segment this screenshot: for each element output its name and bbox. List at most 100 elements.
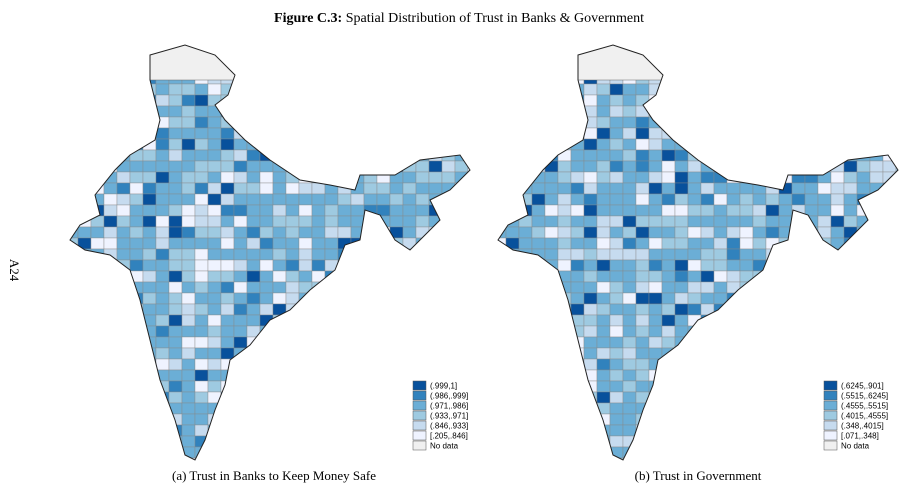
district bbox=[298, 182, 313, 195]
district bbox=[505, 347, 520, 360]
district bbox=[596, 358, 611, 371]
district bbox=[544, 182, 559, 195]
district bbox=[531, 314, 546, 327]
district bbox=[246, 281, 261, 294]
district bbox=[70, 193, 79, 206]
district bbox=[402, 138, 417, 151]
district bbox=[272, 105, 287, 118]
district bbox=[596, 237, 611, 250]
district bbox=[895, 336, 898, 349]
district bbox=[324, 215, 339, 228]
district bbox=[285, 314, 300, 327]
district bbox=[116, 314, 131, 327]
district bbox=[531, 149, 546, 162]
district bbox=[259, 127, 274, 140]
district bbox=[116, 237, 131, 250]
district bbox=[817, 160, 832, 173]
legend-label: [.205,.846] bbox=[430, 432, 468, 441]
district bbox=[544, 237, 559, 250]
district bbox=[298, 325, 313, 338]
district bbox=[142, 226, 157, 239]
district bbox=[544, 391, 559, 404]
district bbox=[505, 72, 520, 85]
district bbox=[596, 105, 611, 118]
district bbox=[324, 413, 339, 426]
district bbox=[518, 369, 533, 382]
district bbox=[142, 83, 157, 96]
district bbox=[674, 61, 689, 74]
district bbox=[869, 446, 884, 459]
district bbox=[467, 138, 470, 151]
district bbox=[389, 193, 404, 206]
district bbox=[454, 116, 469, 129]
district bbox=[376, 270, 391, 283]
district bbox=[739, 237, 754, 250]
district bbox=[545, 469, 558, 480]
district bbox=[765, 457, 780, 460]
district bbox=[622, 347, 637, 360]
district bbox=[324, 204, 339, 217]
district bbox=[661, 149, 676, 162]
district bbox=[337, 413, 352, 426]
district bbox=[557, 457, 572, 460]
district bbox=[791, 149, 806, 162]
district bbox=[778, 314, 793, 327]
district bbox=[246, 171, 261, 184]
district bbox=[415, 204, 430, 217]
district bbox=[233, 303, 248, 316]
district bbox=[635, 160, 650, 173]
district bbox=[531, 281, 546, 294]
district bbox=[765, 270, 780, 283]
district bbox=[817, 215, 832, 228]
district bbox=[259, 215, 274, 228]
district bbox=[505, 138, 520, 151]
district bbox=[661, 171, 676, 184]
district bbox=[468, 469, 481, 480]
district bbox=[168, 270, 183, 283]
district bbox=[77, 149, 92, 162]
district bbox=[402, 369, 417, 382]
district bbox=[518, 314, 533, 327]
district bbox=[272, 149, 287, 162]
district bbox=[350, 83, 365, 96]
district bbox=[285, 424, 300, 437]
district bbox=[570, 45, 585, 52]
district bbox=[285, 446, 300, 459]
district bbox=[389, 215, 404, 228]
district bbox=[622, 116, 637, 129]
district bbox=[519, 469, 532, 480]
district bbox=[272, 380, 287, 393]
district bbox=[376, 336, 391, 349]
district bbox=[583, 204, 598, 217]
district bbox=[194, 160, 209, 173]
district bbox=[272, 325, 287, 338]
district bbox=[544, 116, 559, 129]
district bbox=[557, 325, 572, 338]
district bbox=[505, 83, 520, 96]
district bbox=[142, 116, 157, 129]
district bbox=[752, 149, 767, 162]
district bbox=[415, 325, 430, 338]
panel-caption: (a) Trust in Banks to Keep Money Safe bbox=[172, 468, 376, 483]
district bbox=[441, 160, 456, 173]
district bbox=[298, 435, 313, 448]
district bbox=[830, 369, 845, 382]
district bbox=[895, 303, 898, 316]
district bbox=[817, 226, 832, 239]
district bbox=[402, 116, 417, 129]
district bbox=[518, 435, 533, 448]
district bbox=[895, 127, 898, 140]
district bbox=[584, 469, 597, 480]
district bbox=[791, 358, 806, 371]
district bbox=[713, 215, 728, 228]
district bbox=[505, 94, 520, 107]
district bbox=[77, 61, 92, 74]
district bbox=[363, 149, 378, 162]
district bbox=[415, 457, 430, 460]
district bbox=[856, 116, 871, 129]
district bbox=[389, 160, 404, 173]
district bbox=[739, 226, 754, 239]
district bbox=[103, 303, 118, 316]
district bbox=[246, 391, 261, 404]
district bbox=[544, 314, 559, 327]
